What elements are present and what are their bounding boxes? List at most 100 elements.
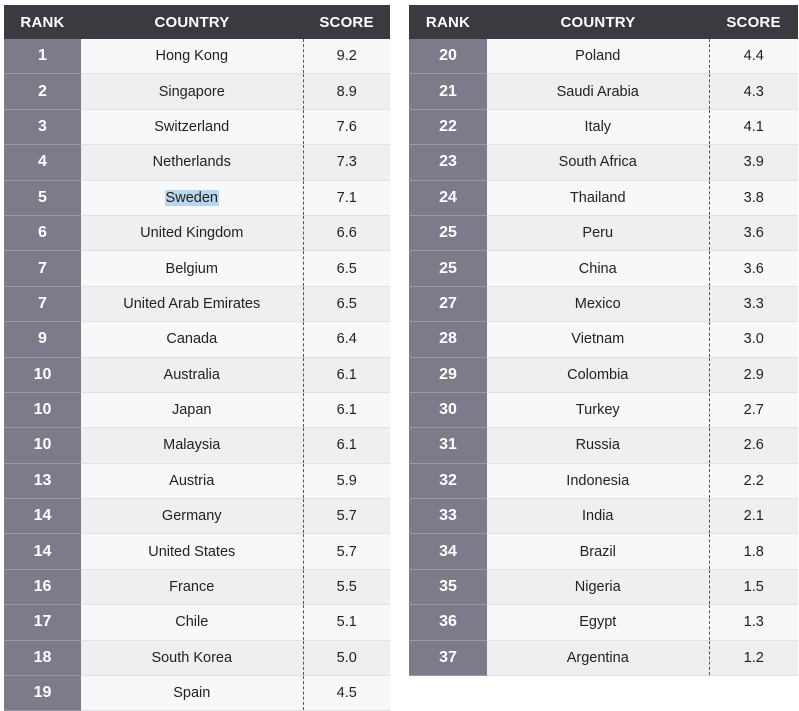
table-row: 14 Germany 5.7 (4, 498, 390, 535)
score-cell: 2.9 (708, 357, 798, 393)
table-row: 28 Vietnam 3.0 (409, 321, 798, 358)
country-cell[interactable]: South Africa (487, 144, 709, 181)
score-cell: 6.1 (302, 357, 390, 393)
country-cell[interactable]: Italy (487, 109, 709, 146)
score-cell: 8.9 (302, 73, 390, 110)
table-row: 2 Singapore 8.9 (4, 73, 390, 110)
rank-cell: 33 (409, 498, 487, 535)
rank-cell: 35 (409, 569, 487, 606)
rank-cell: 6 (4, 215, 81, 252)
score-cell: 5.1 (302, 604, 390, 641)
score-header: SCORE (709, 5, 798, 39)
rank-cell: 10 (4, 427, 81, 464)
country-cell[interactable]: United States (81, 533, 303, 570)
rank-header: RANK (4, 5, 81, 39)
score-cell: 4.3 (708, 73, 798, 110)
country-cell[interactable]: Mexico (487, 286, 709, 323)
country-cell[interactable]: Canada (81, 321, 303, 358)
country-cell[interactable]: Nigeria (487, 569, 709, 606)
country-cell[interactable]: Spain (81, 675, 303, 711)
rank-cell: 21 (409, 73, 487, 110)
country-cell[interactable]: Peru (487, 215, 709, 252)
selected-text[interactable]: Sweden (164, 189, 219, 206)
rank-cell: 19 (4, 675, 81, 711)
score-cell: 3.9 (708, 144, 798, 181)
ranking-table-right: RANK COUNTRY SCORE 20 Poland 4.4 21 Saudi Ar… (409, 5, 798, 677)
rank-cell: 18 (4, 640, 81, 677)
score-cell: 1.2 (708, 640, 798, 677)
score-cell: 3.6 (708, 250, 798, 287)
table-row: 19 Spain 4.5 (4, 675, 390, 711)
country-cell[interactable]: Netherlands (81, 144, 303, 181)
country-cell[interactable]: Brazil (487, 533, 709, 570)
country-cell[interactable]: Egypt (487, 604, 709, 641)
country-cell[interactable]: South Korea (81, 640, 303, 677)
rank-cell: 24 (409, 180, 487, 216)
score-cell: 4.1 (708, 109, 798, 146)
rank-cell: 9 (4, 321, 81, 358)
table-row: 10 Malaysia 6.1 (4, 427, 390, 464)
country-cell[interactable]: Sweden (81, 180, 303, 216)
score-cell: 5.5 (302, 569, 390, 606)
country-cell[interactable]: Indonesia (487, 463, 709, 500)
table-row: 22 Italy 4.1 (409, 109, 798, 146)
rank-cell: 31 (409, 427, 487, 464)
country-cell[interactable]: Singapore (81, 73, 303, 110)
rank-cell: 1 (4, 39, 81, 75)
score-cell: 1.5 (708, 569, 798, 606)
table-row: 25 Peru 3.6 (409, 215, 798, 252)
country-cell[interactable]: China (487, 250, 709, 287)
score-cell: 6.1 (302, 427, 390, 464)
country-cell[interactable]: Australia (81, 357, 303, 393)
country-cell[interactable]: United Arab Emirates (81, 286, 303, 323)
table-row: 1 Hong Kong 9.2 (4, 39, 390, 75)
rank-cell: 36 (409, 604, 487, 641)
rank-cell: 10 (4, 357, 81, 393)
country-cell[interactable]: Malaysia (81, 427, 303, 464)
score-cell: 5.9 (302, 463, 390, 500)
rank-cell: 10 (4, 392, 81, 429)
table-row: 36 Egypt 1.3 (409, 604, 798, 641)
rank-cell: 2 (4, 73, 81, 110)
score-cell: 7.1 (302, 180, 390, 216)
score-cell: 5.0 (302, 640, 390, 677)
table-row: 6 United Kingdom 6.6 (4, 215, 390, 252)
country-cell[interactable]: Germany (81, 498, 303, 535)
country-cell[interactable]: Poland (487, 39, 709, 75)
score-cell: 7.3 (302, 144, 390, 181)
score-cell: 2.1 (708, 498, 798, 535)
country-cell[interactable]: United Kingdom (81, 215, 303, 252)
table-row: 10 Australia 6.1 (4, 357, 390, 393)
country-cell[interactable]: Russia (487, 427, 709, 464)
rank-cell: 25 (409, 250, 487, 287)
table-row: 14 United States 5.7 (4, 533, 390, 570)
country-cell[interactable]: Turkey (487, 392, 709, 429)
rank-cell: 13 (4, 463, 81, 500)
country-cell[interactable]: Colombia (487, 357, 709, 393)
table-row: 10 Japan 6.1 (4, 392, 390, 429)
score-cell: 3.3 (708, 286, 798, 323)
country-header: COUNTRY (81, 5, 303, 39)
rank-cell: 16 (4, 569, 81, 606)
country-cell[interactable]: Austria (81, 463, 303, 500)
rank-cell: 23 (409, 144, 487, 181)
score-cell: 6.5 (302, 250, 390, 287)
table-row: 25 China 3.6 (409, 250, 798, 287)
score-cell: 1.8 (708, 533, 798, 570)
table-row: 9 Canada 6.4 (4, 321, 390, 358)
table-row: 32 Indonesia 2.2 (409, 463, 798, 500)
country-cell[interactable]: Hong Kong (81, 39, 303, 75)
country-cell[interactable]: France (81, 569, 303, 606)
country-cell[interactable]: Switzerland (81, 109, 303, 146)
country-cell[interactable]: Chile (81, 604, 303, 641)
score-cell: 3.6 (708, 215, 798, 252)
country-cell[interactable]: Japan (81, 392, 303, 429)
country-cell[interactable]: Argentina (487, 640, 709, 677)
country-cell[interactable]: Saudi Arabia (487, 73, 709, 110)
country-cell[interactable]: Vietnam (487, 321, 709, 358)
country-cell[interactable]: Thailand (487, 180, 709, 216)
table-row: 29 Colombia 2.9 (409, 357, 798, 393)
country-cell[interactable]: India (487, 498, 709, 535)
country-cell[interactable]: Belgium (81, 250, 303, 287)
score-cell: 2.6 (708, 427, 798, 464)
